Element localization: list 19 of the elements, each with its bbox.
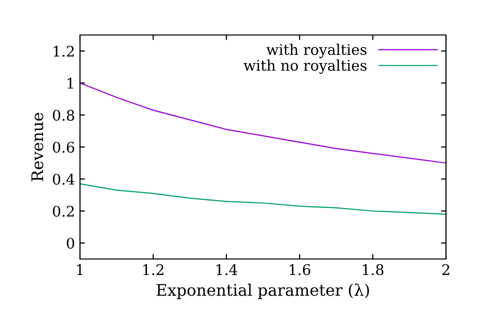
y-tick-label: 0.2 (52, 206, 74, 217)
y-tick-label: 1 (68, 78, 74, 89)
x-axis-title: Exponential parameter (λ) (156, 284, 369, 300)
legend-label: with no royalties (244, 60, 366, 74)
line-series (80, 82, 446, 164)
y-tick-label: 0.8 (52, 110, 74, 121)
y-tick-label: 1.2 (54, 46, 74, 57)
y-tick-label: 0.4 (52, 174, 74, 185)
line-series (80, 183, 446, 215)
x-tick-label: 1.2 (143, 264, 164, 276)
x-tick-label: 1.6 (290, 264, 310, 276)
y-tick-label: 0.6 (52, 142, 74, 153)
y-tick-label: 0 (66, 238, 74, 249)
x-tick-label: 1.8 (362, 264, 384, 276)
x-tick-label: 1.4 (216, 264, 238, 276)
y-axis-title: Revenue (31, 112, 44, 182)
legend-label: with royalties (266, 44, 366, 58)
x-tick-label: 2 (442, 264, 450, 275)
x-tick-label: 1 (77, 264, 83, 275)
